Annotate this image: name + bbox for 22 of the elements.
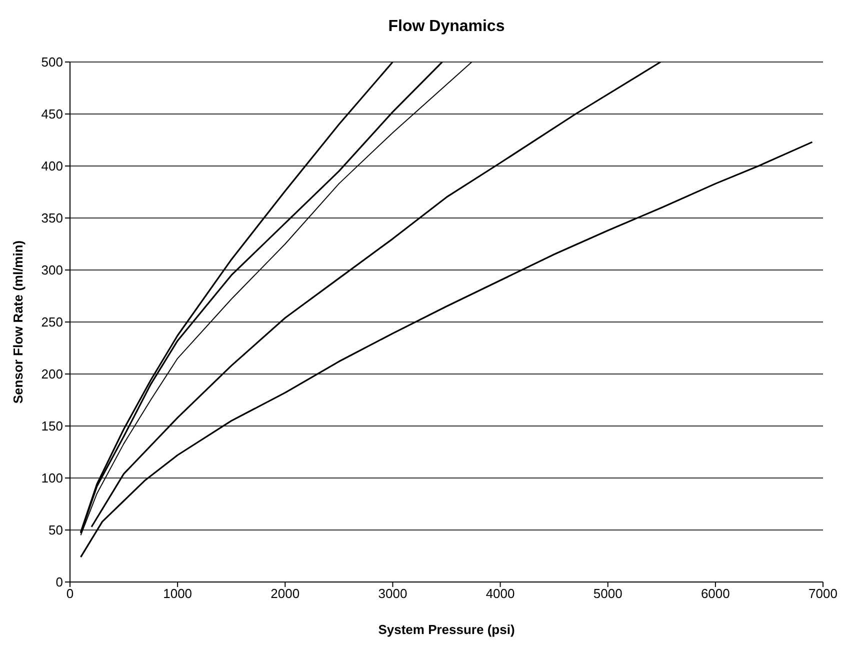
- x-tick-label: 4000: [486, 586, 515, 602]
- y-tick-label: 250: [41, 314, 63, 330]
- x-tick-label: 5000: [593, 586, 622, 602]
- y-tick-label: 400: [41, 158, 63, 174]
- x-tick-label: 1000: [163, 586, 192, 602]
- y-tick-label: 450: [41, 106, 63, 122]
- x-axis-title: System Pressure (psi): [378, 622, 515, 637]
- x-tick-label: 6000: [700, 586, 730, 602]
- y-tick-label: 0: [56, 574, 63, 590]
- chart-title: Flow Dynamics: [387, 18, 506, 36]
- y-tick-label: 150: [41, 418, 63, 434]
- x-tick-label: 3000: [378, 586, 408, 602]
- y-axis-title: Sensor Flow Rate (ml/min): [10, 240, 26, 404]
- y-tick-label: 200: [41, 366, 63, 382]
- y-tick-label: 300: [41, 262, 63, 278]
- y-tick-label: 100: [41, 470, 63, 486]
- y-tick-label: 500: [41, 54, 63, 70]
- y-tick-label: 50: [48, 522, 63, 538]
- y-tick-label: 350: [41, 210, 63, 226]
- x-tick-label: 2000: [270, 586, 300, 602]
- x-tick-label: 0: [66, 586, 74, 602]
- x-tick-label: 7000: [808, 586, 838, 602]
